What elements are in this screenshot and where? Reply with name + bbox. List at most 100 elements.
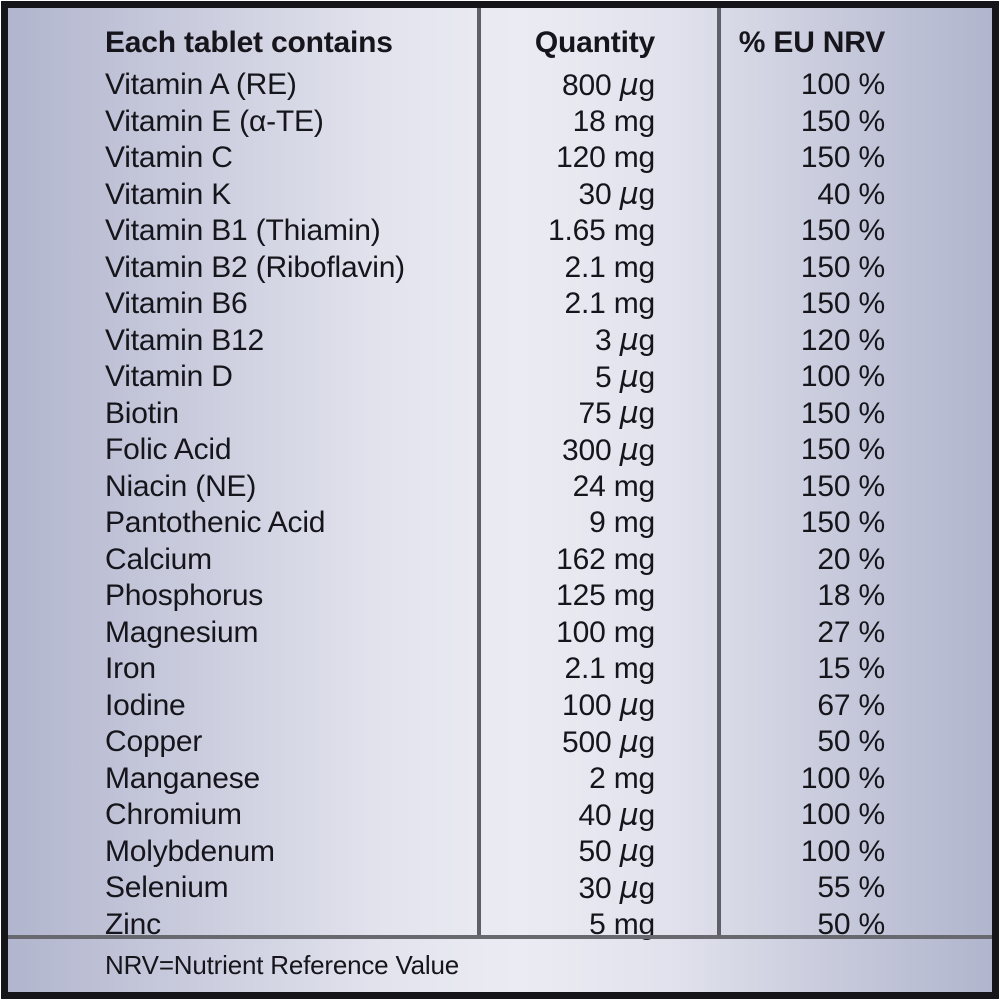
header-quantity: Quantity [534, 26, 655, 59]
table-row: Vitamin B1 (Thiamin) 1.65 mg 150 % [8, 213, 992, 250]
nutrient-name-cell: Manganese [105, 761, 260, 795]
quantity-cell: 100 µg [562, 688, 655, 724]
nutrient-name-cell: Calcium [105, 542, 212, 576]
micro-symbol: µ [619, 177, 639, 213]
nutrient-name-cell: Magnesium [105, 615, 259, 649]
table-row: Iron 2.1 mg 15 % [8, 651, 992, 688]
nutrient-name-cell: Chromium [105, 798, 242, 832]
micro-symbol: µ [619, 67, 639, 103]
nrv-percent-cell: 20 % [817, 542, 885, 576]
nrv-footnote: NRV=Nutrient Reference Value [105, 950, 460, 980]
table-row: Chromium 40 µg 100 % [8, 797, 992, 834]
nrv-percent-cell: 67 % [817, 688, 885, 722]
quantity-cell: 9 mg [589, 506, 655, 540]
nrv-percent-cell: 150 % [800, 506, 885, 540]
nrv-percent-cell: 150 % [800, 250, 885, 284]
nrv-percent-cell: 150 % [800, 433, 885, 467]
header-eu-nrv: % EU NRV [738, 26, 885, 59]
table-row: Folic Acid 300 µg 150 % [8, 432, 992, 469]
table-row: Molybdenum 50 µg 100 % [8, 834, 992, 871]
quantity-cell: 162 mg [556, 542, 655, 576]
column-divider-1 [477, 8, 481, 935]
micro-symbol: µ [619, 797, 639, 833]
nrv-percent-cell: 55 % [817, 871, 885, 905]
table-row: Calcium 162 mg 20 % [8, 542, 992, 579]
quantity-cell: 2.1 mg [564, 287, 655, 321]
table-row: Phosphorus 125 mg 18 % [8, 578, 992, 615]
nrv-percent-cell: 100 % [800, 360, 885, 394]
table-row: Pantothenic Acid 9 mg 150 % [8, 505, 992, 542]
nrv-percent-cell: 40 % [817, 177, 885, 211]
nrv-percent-cell: 18 % [817, 579, 885, 613]
quantity-cell: 300 µg [562, 432, 655, 468]
nutrient-name-cell: Vitamin B2 (Riboflavin) [105, 250, 405, 284]
nutrition-table: Each tablet contains Quantity % EU NRV V… [8, 8, 992, 943]
quantity-cell: 1.65 mg [548, 214, 655, 248]
table-row: Vitamin B12 3 µg 120 % [8, 323, 992, 360]
quantity-cell: 75 µg [578, 396, 656, 432]
nutrient-name-cell: Iron [105, 652, 156, 686]
nrv-percent-cell: 120 % [800, 323, 885, 357]
quantity-cell: 24 mg [572, 469, 656, 503]
table-row: Vitamin C 120 mg 150 % [8, 140, 992, 177]
nrv-percent-cell: 100 % [800, 834, 885, 868]
nrv-percent-cell: 150 % [800, 141, 885, 175]
nutrient-name-cell: Vitamin K [105, 177, 232, 211]
quantity-cell: 30 µg [578, 870, 656, 906]
table-row: Vitamin D 5 µg 100 % [8, 359, 992, 396]
nutrient-name-cell: Vitamin B1 (Thiamin) [105, 214, 381, 248]
nutrient-name-cell: Vitamin D [105, 360, 233, 394]
nrv-percent-cell: 150 % [800, 214, 885, 248]
nrv-percent-cell: 50 % [817, 725, 885, 759]
quantity-cell: 120 mg [556, 141, 655, 175]
nutrient-name-cell: Phosphorus [105, 579, 264, 613]
nutrient-name-cell: Vitamin B6 [105, 287, 248, 321]
nutrient-name-cell: Folic Acid [105, 433, 232, 467]
nutrient-name-cell: Vitamin B12 [105, 323, 265, 357]
nutrient-name-cell: Niacin (NE) [105, 469, 257, 503]
nrv-percent-cell: 150 % [800, 287, 885, 321]
quantity-cell: 2.1 mg [564, 250, 655, 284]
nutrient-name-cell: Copper [105, 725, 203, 759]
header-each-tablet-contains: Each tablet contains [105, 26, 393, 59]
table-row: Iodine 100 µg 67 % [8, 688, 992, 725]
nutrient-name-cell: Iodine [105, 688, 186, 722]
nrv-percent-cell: 150 % [800, 104, 885, 138]
nrv-percent-cell: 27 % [817, 615, 885, 649]
table-row: Vitamin A (RE) 800 µg 100 % [8, 67, 992, 104]
quantity-cell: 2 mg [589, 761, 655, 795]
nutrient-name-cell: Biotin [105, 396, 179, 430]
micro-symbol: µ [619, 432, 639, 468]
table-row: Magnesium 100 mg 27 % [8, 615, 992, 652]
nrv-percent-cell: 15 % [817, 652, 885, 686]
quantity-cell: 40 µg [578, 797, 656, 833]
nutrient-name-cell: Pantothenic Acid [105, 506, 326, 540]
nrv-percent-cell: 100 % [800, 798, 885, 832]
quantity-cell: 18 mg [572, 104, 656, 138]
quantity-cell: 30 µg [578, 177, 656, 213]
quantity-cell: 2.1 mg [564, 652, 655, 686]
micro-symbol: µ [619, 396, 639, 432]
quantity-cell: 100 mg [556, 615, 655, 649]
quantity-cell: 800 µg [562, 67, 655, 103]
table-row: Vitamin K 30 µg 40 % [8, 177, 992, 214]
nutrient-name-cell: Vitamin C [105, 141, 233, 175]
nrv-percent-cell: 150 % [800, 396, 885, 430]
table-row: Vitamin E (α-TE) 18 mg 150 % [8, 104, 992, 141]
quantity-cell: 3 µg [594, 323, 655, 359]
quantity-cell: 5 µg [594, 359, 655, 395]
micro-symbol: µ [619, 359, 639, 395]
nutrient-name-cell: Selenium [105, 871, 229, 905]
nrv-percent-cell: 100 % [800, 761, 885, 795]
nutrient-name-cell: Vitamin E (α-TE) [105, 104, 324, 138]
micro-symbol: µ [619, 834, 639, 870]
quantity-cell: 125 mg [556, 579, 655, 613]
micro-symbol: µ [619, 688, 639, 724]
column-divider-2 [717, 8, 721, 935]
micro-symbol: µ [619, 724, 639, 760]
table-row: Vitamin B6 2.1 mg 150 % [8, 286, 992, 323]
table-row: Niacin (NE) 24 mg 150 % [8, 469, 992, 506]
table-row: Selenium 30 µg 55 % [8, 870, 992, 907]
